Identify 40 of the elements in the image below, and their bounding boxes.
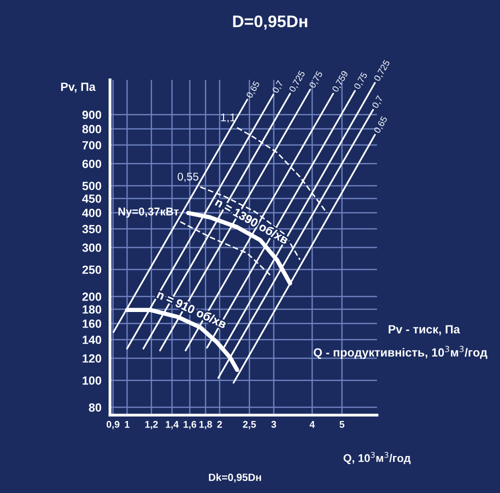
y-tick-label: 250 xyxy=(82,266,102,274)
x-tick-label: 3 xyxy=(271,420,276,428)
y-tick-label: 400 xyxy=(82,208,102,218)
series-label: Ny=0,37кВт xyxy=(118,208,179,218)
text: n = 1390 об/хв xyxy=(214,197,290,244)
text: Pv - тиск, Па xyxy=(388,325,460,336)
y-tick-label: 120 xyxy=(82,354,102,363)
y-tick-label: 500 xyxy=(82,182,102,190)
y-tick-label: 700 xyxy=(82,141,102,150)
x-tick-label: 1,2 xyxy=(145,420,158,430)
x-tick-label: 1,6 xyxy=(184,420,196,430)
text: Dk=0,95Dн xyxy=(208,473,262,483)
x-tick-label: 0,9 xyxy=(106,420,120,430)
text: 0,7 xyxy=(372,95,384,110)
annotation: Q - продуктивність, 10$^{3}$м$^{3}$/год xyxy=(314,346,488,359)
y-tick-label: 100 xyxy=(82,376,102,385)
x-tick-label: 5 xyxy=(340,421,344,428)
x-tick-label: 1 xyxy=(124,421,130,428)
x-tick-label: 2 xyxy=(217,420,222,428)
y-tick-label: 140 xyxy=(82,336,102,344)
y-tick-label: 80 xyxy=(88,403,102,412)
y-tick-label: 160 xyxy=(82,320,102,328)
y-tick-label: 600 xyxy=(82,160,102,168)
y-tick-label: 900 xyxy=(82,110,102,120)
y-axis-title: Pv, Па xyxy=(61,82,96,93)
x-tick-label: 1,8 xyxy=(199,420,212,430)
series-label: 1,1 xyxy=(221,114,236,123)
x-tick-label: 2,5 xyxy=(242,420,256,430)
x-tick-label: 1,4 xyxy=(166,421,179,430)
y-tick-label: 180 xyxy=(82,305,102,314)
y-tick-label: 800 xyxy=(82,124,102,134)
x-axis-title: Q, 10$^{3}$м$^{3}$/год xyxy=(344,452,411,464)
text: 0,7 xyxy=(272,80,284,94)
x-tick-label: 4 xyxy=(310,421,315,428)
y-tick-label: 450 xyxy=(82,194,102,203)
chart-title: D=0,95Dн xyxy=(233,15,308,30)
y-tick-label: 300 xyxy=(82,244,102,252)
y-tick-label: 350 xyxy=(82,224,102,234)
series-label: 0,55 xyxy=(178,172,198,182)
y-tick-label: 200 xyxy=(82,292,102,301)
